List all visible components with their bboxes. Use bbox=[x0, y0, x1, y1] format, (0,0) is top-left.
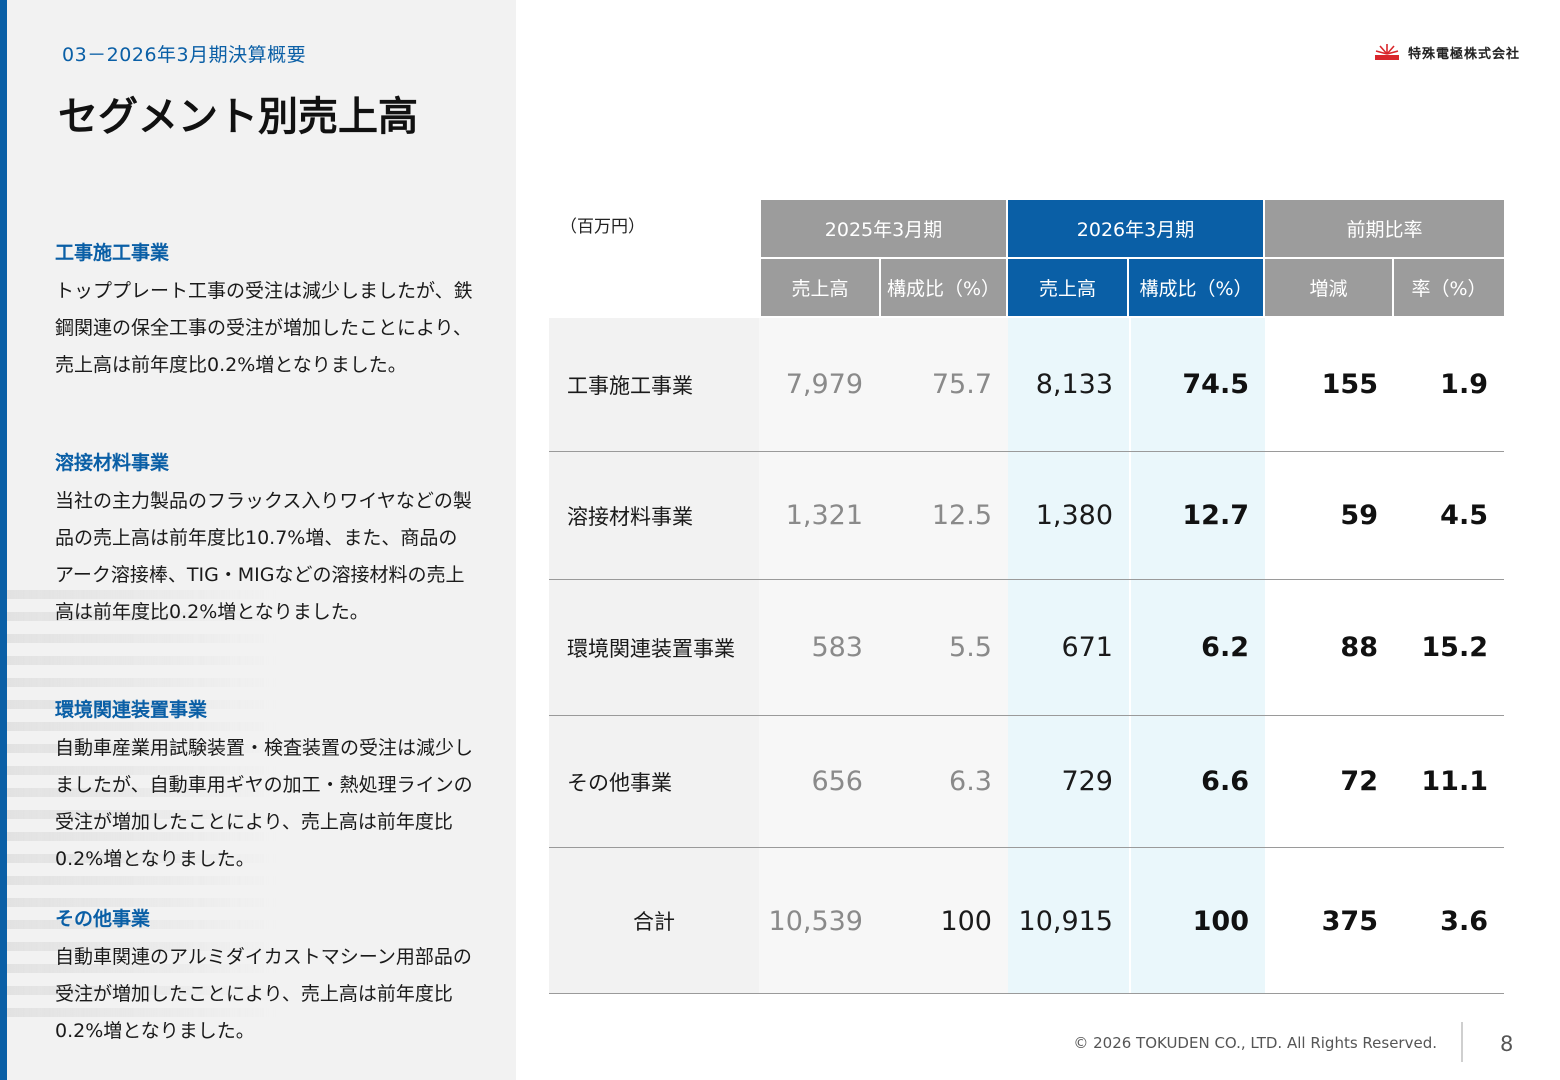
row-divider bbox=[549, 451, 1504, 452]
row-divider bbox=[549, 847, 1504, 848]
cur-ratio: 100 bbox=[1192, 905, 1249, 937]
prev-sales: 583 bbox=[811, 632, 863, 663]
table-row: 環境関連装置事業 583 5.5 671 6.2 88 15.2 bbox=[549, 580, 1504, 715]
table-row: 工事施工事業 7,979 75.7 8,133 74.5 155 1.9 bbox=[549, 318, 1504, 451]
subheader-prev-sales: 売上高 bbox=[761, 259, 881, 316]
column-divider bbox=[1129, 318, 1131, 994]
copyright: © 2026 TOKUDEN CO., LTD. All Rights Rese… bbox=[1073, 1034, 1437, 1052]
row-name: 合計 bbox=[633, 910, 675, 934]
page-title: セグメント別売上高 bbox=[58, 94, 418, 140]
table-row-total: 合計 10,539 100 10,915 100 375 3.6 bbox=[549, 848, 1504, 994]
group-header-comparison: 前期比率 bbox=[1265, 200, 1504, 257]
table-sub-header: 売上高 構成比（%） 売上高 構成比（%） 増減 率（%） bbox=[549, 259, 1504, 316]
table-body: 工事施工事業 7,979 75.7 8,133 74.5 155 1.9 溶接材… bbox=[549, 318, 1504, 994]
segment-body: 当社の主力製品のフラックス入りワイヤなどの製品の売上高は前年度比10.7%増、ま… bbox=[55, 490, 472, 623]
table-bottom-border bbox=[549, 993, 1504, 994]
segment-heading: その他事業 bbox=[55, 908, 151, 930]
table-group-header: 2025年3月期 2026年3月期 前期比率 bbox=[549, 200, 1504, 257]
subheader-prev-ratio: 構成比（%） bbox=[881, 259, 1008, 316]
rate: 3.6 bbox=[1440, 905, 1488, 937]
change: 155 bbox=[1321, 369, 1378, 400]
segment-body: トッププレート工事の受注は減少しましたが、鉄鋼関連の保全工事の受注が増加したこと… bbox=[55, 280, 473, 376]
prev-ratio: 12.5 bbox=[931, 500, 992, 531]
cur-sales-column-bg bbox=[1008, 318, 1129, 994]
segment-heading: 工事施工事業 bbox=[55, 242, 170, 264]
cur-sales: 8,133 bbox=[1035, 369, 1113, 400]
rate: 4.5 bbox=[1440, 500, 1488, 531]
name-column-bg bbox=[549, 318, 759, 994]
rate: 11.1 bbox=[1421, 766, 1488, 797]
prev-sales: 10,539 bbox=[768, 905, 863, 937]
sunburst-logo-icon bbox=[1374, 44, 1399, 60]
cur-ratio: 6.2 bbox=[1201, 632, 1249, 663]
group-header-fy2026: 2026年3月期 bbox=[1008, 200, 1265, 257]
cur-ratio-column-bg bbox=[1131, 318, 1265, 994]
change: 88 bbox=[1340, 632, 1378, 663]
cur-ratio: 6.6 bbox=[1201, 766, 1249, 797]
change: 72 bbox=[1340, 766, 1378, 797]
page-number: 8 bbox=[1500, 1032, 1514, 1056]
segment-desc-environment: 環境関連装置事業 自動車産業用試験装置・検査装置の受注は減少しましたが、自動車用… bbox=[55, 695, 475, 878]
row-name: 溶接材料事業 bbox=[567, 504, 693, 529]
prev-ratio: 5.5 bbox=[949, 632, 992, 663]
prev-sales: 1,321 bbox=[785, 500, 863, 531]
unit-label: （百万円） bbox=[560, 217, 645, 237]
segment-desc-construction: 工事施工事業 トッププレート工事の受注は減少しましたが、鉄鋼関連の保全工事の受注… bbox=[55, 238, 475, 384]
segment-desc-other: その他事業 自動車関連のアルミダイカストマシーン用部品の受注が増加したことにより… bbox=[55, 904, 475, 1050]
change: 375 bbox=[1321, 905, 1378, 937]
decorative-stripes bbox=[7, 590, 277, 1020]
cur-sales: 1,380 bbox=[1035, 500, 1113, 531]
group-header-fy2025: 2025年3月期 bbox=[761, 200, 1008, 257]
table-row: 溶接材料事業 1,321 12.5 1,380 12.7 59 4.5 bbox=[549, 452, 1504, 579]
row-divider bbox=[549, 715, 1504, 716]
row-name: その他事業 bbox=[567, 770, 672, 795]
segment-heading: 溶接材料事業 bbox=[55, 452, 170, 474]
cur-ratio: 12.7 bbox=[1182, 500, 1249, 531]
subheader-cur-ratio: 構成比（%） bbox=[1129, 259, 1265, 316]
segment-heading: 環境関連装置事業 bbox=[55, 699, 208, 721]
row-name: 環境関連装置事業 bbox=[567, 636, 735, 661]
segment-body: 自動車産業用試験装置・検査装置の受注は減少しましたが、自動車用ギヤの加工・熱処理… bbox=[55, 737, 474, 870]
left-accent-bar bbox=[0, 0, 7, 1080]
subheader-rate: 率（%） bbox=[1394, 259, 1504, 316]
prev-sales: 7,979 bbox=[785, 369, 863, 400]
segment-desc-welding: 溶接材料事業 当社の主力製品のフラックス入りワイヤなどの製品の売上高は前年度比1… bbox=[55, 448, 475, 631]
change: 59 bbox=[1340, 500, 1378, 531]
prev-ratio: 100 bbox=[940, 905, 992, 937]
prev-column-bg bbox=[759, 318, 1008, 994]
rate: 15.2 bbox=[1421, 632, 1488, 663]
company-name: 特殊電極株式会社 bbox=[1407, 46, 1520, 62]
segment-body: 自動車関連のアルミダイカストマシーン用部品の受注が増加したことにより、売上高は前… bbox=[55, 946, 472, 1042]
footer-separator bbox=[1461, 1022, 1463, 1062]
rate: 1.9 bbox=[1440, 369, 1488, 400]
prev-ratio: 75.7 bbox=[931, 369, 992, 400]
table-row: その他事業 656 6.3 729 6.6 72 11.1 bbox=[549, 716, 1504, 847]
cur-sales: 10,915 bbox=[1018, 905, 1113, 937]
company-logo: 特殊電極株式会社 bbox=[1374, 42, 1520, 62]
cur-ratio: 74.5 bbox=[1182, 369, 1249, 400]
row-divider bbox=[549, 579, 1504, 580]
section-label: 03－2026年3月期決算概要 bbox=[62, 44, 307, 66]
subheader-change: 増減 bbox=[1265, 259, 1394, 316]
prev-ratio: 6.3 bbox=[949, 766, 992, 797]
subheader-cur-sales: 売上高 bbox=[1008, 259, 1129, 316]
row-name: 工事施工事業 bbox=[567, 373, 693, 398]
cur-sales: 671 bbox=[1061, 632, 1113, 663]
cur-sales: 729 bbox=[1061, 766, 1113, 797]
prev-sales: 656 bbox=[811, 766, 863, 797]
